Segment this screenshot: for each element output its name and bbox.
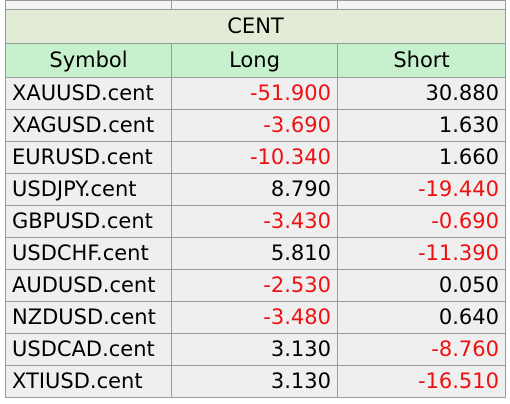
cell-long: -10.340 [171,141,338,174]
table-row: USDCHF.cent 5.810 -11.390 [5,237,506,270]
cell-short: 1.630 [337,109,506,142]
cell-short: 1.660 [337,141,506,174]
cell-short: -11.390 [337,237,506,270]
table-row: XTIUSD.cent 3.130 -16.510 [5,365,506,398]
column-header-symbol: Symbol [5,43,172,78]
cell-short: 0.640 [337,301,506,334]
table-row: USDCAD.cent 3.130 -8.760 [5,333,506,366]
cell-long: -3.480 [171,301,338,334]
cell-symbol: NZDUSD.cent [5,301,172,334]
cell-symbol: EURUSD.cent [5,141,172,174]
column-header-short: Short [337,43,506,78]
cell-short: 30.880 [337,77,506,110]
cell-symbol: USDCAD.cent [5,333,172,366]
cell-short: 0.050 [337,269,506,302]
cell-short: -8.760 [337,333,506,366]
table-row: EURUSD.cent -10.340 1.660 [5,141,506,174]
cell-long: -2.530 [171,269,338,302]
column-header-row: Symbol Long Short [5,43,506,78]
strip-cell [337,0,506,10]
cell-symbol: XTIUSD.cent [5,365,172,398]
table-row: NZDUSD.cent -3.480 0.640 [5,301,506,334]
cell-symbol: XAUUSD.cent [5,77,172,110]
table-row: AUDUSD.cent -2.530 0.050 [5,269,506,302]
table-row: XAUUSD.cent -51.900 30.880 [5,77,506,110]
table-title-row: CENT [5,9,506,44]
previous-table-bottom-strip [5,0,506,10]
cell-short: -19.440 [337,173,506,206]
table-row: XAGUSD.cent -3.690 1.630 [5,109,506,142]
cell-short: -16.510 [337,365,506,398]
cell-symbol: GBPUSD.cent [5,205,172,238]
table-row: GBPUSD.cent -3.430 -0.690 [5,205,506,238]
table-title: CENT [5,9,506,44]
cell-short: -0.690 [337,205,506,238]
cell-long: -3.430 [171,205,338,238]
cell-long: -51.900 [171,77,338,110]
strip-cell [171,0,338,10]
cell-symbol: AUDUSD.cent [5,269,172,302]
cell-long: 5.810 [171,237,338,270]
cell-symbol: USDCHF.cent [5,237,172,270]
cell-long: 8.790 [171,173,338,206]
cell-symbol: USDJPY.cent [5,173,172,206]
strip-cell [5,0,172,10]
swap-table: CENT Symbol Long Short XAUUSD.cent -51.90… [5,0,506,398]
table-row: USDJPY.cent 8.790 -19.440 [5,173,506,206]
cell-long: 3.130 [171,333,338,366]
cell-long: -3.690 [171,109,338,142]
cell-long: 3.130 [171,365,338,398]
column-header-long: Long [171,43,338,78]
cell-symbol: XAGUSD.cent [5,109,172,142]
